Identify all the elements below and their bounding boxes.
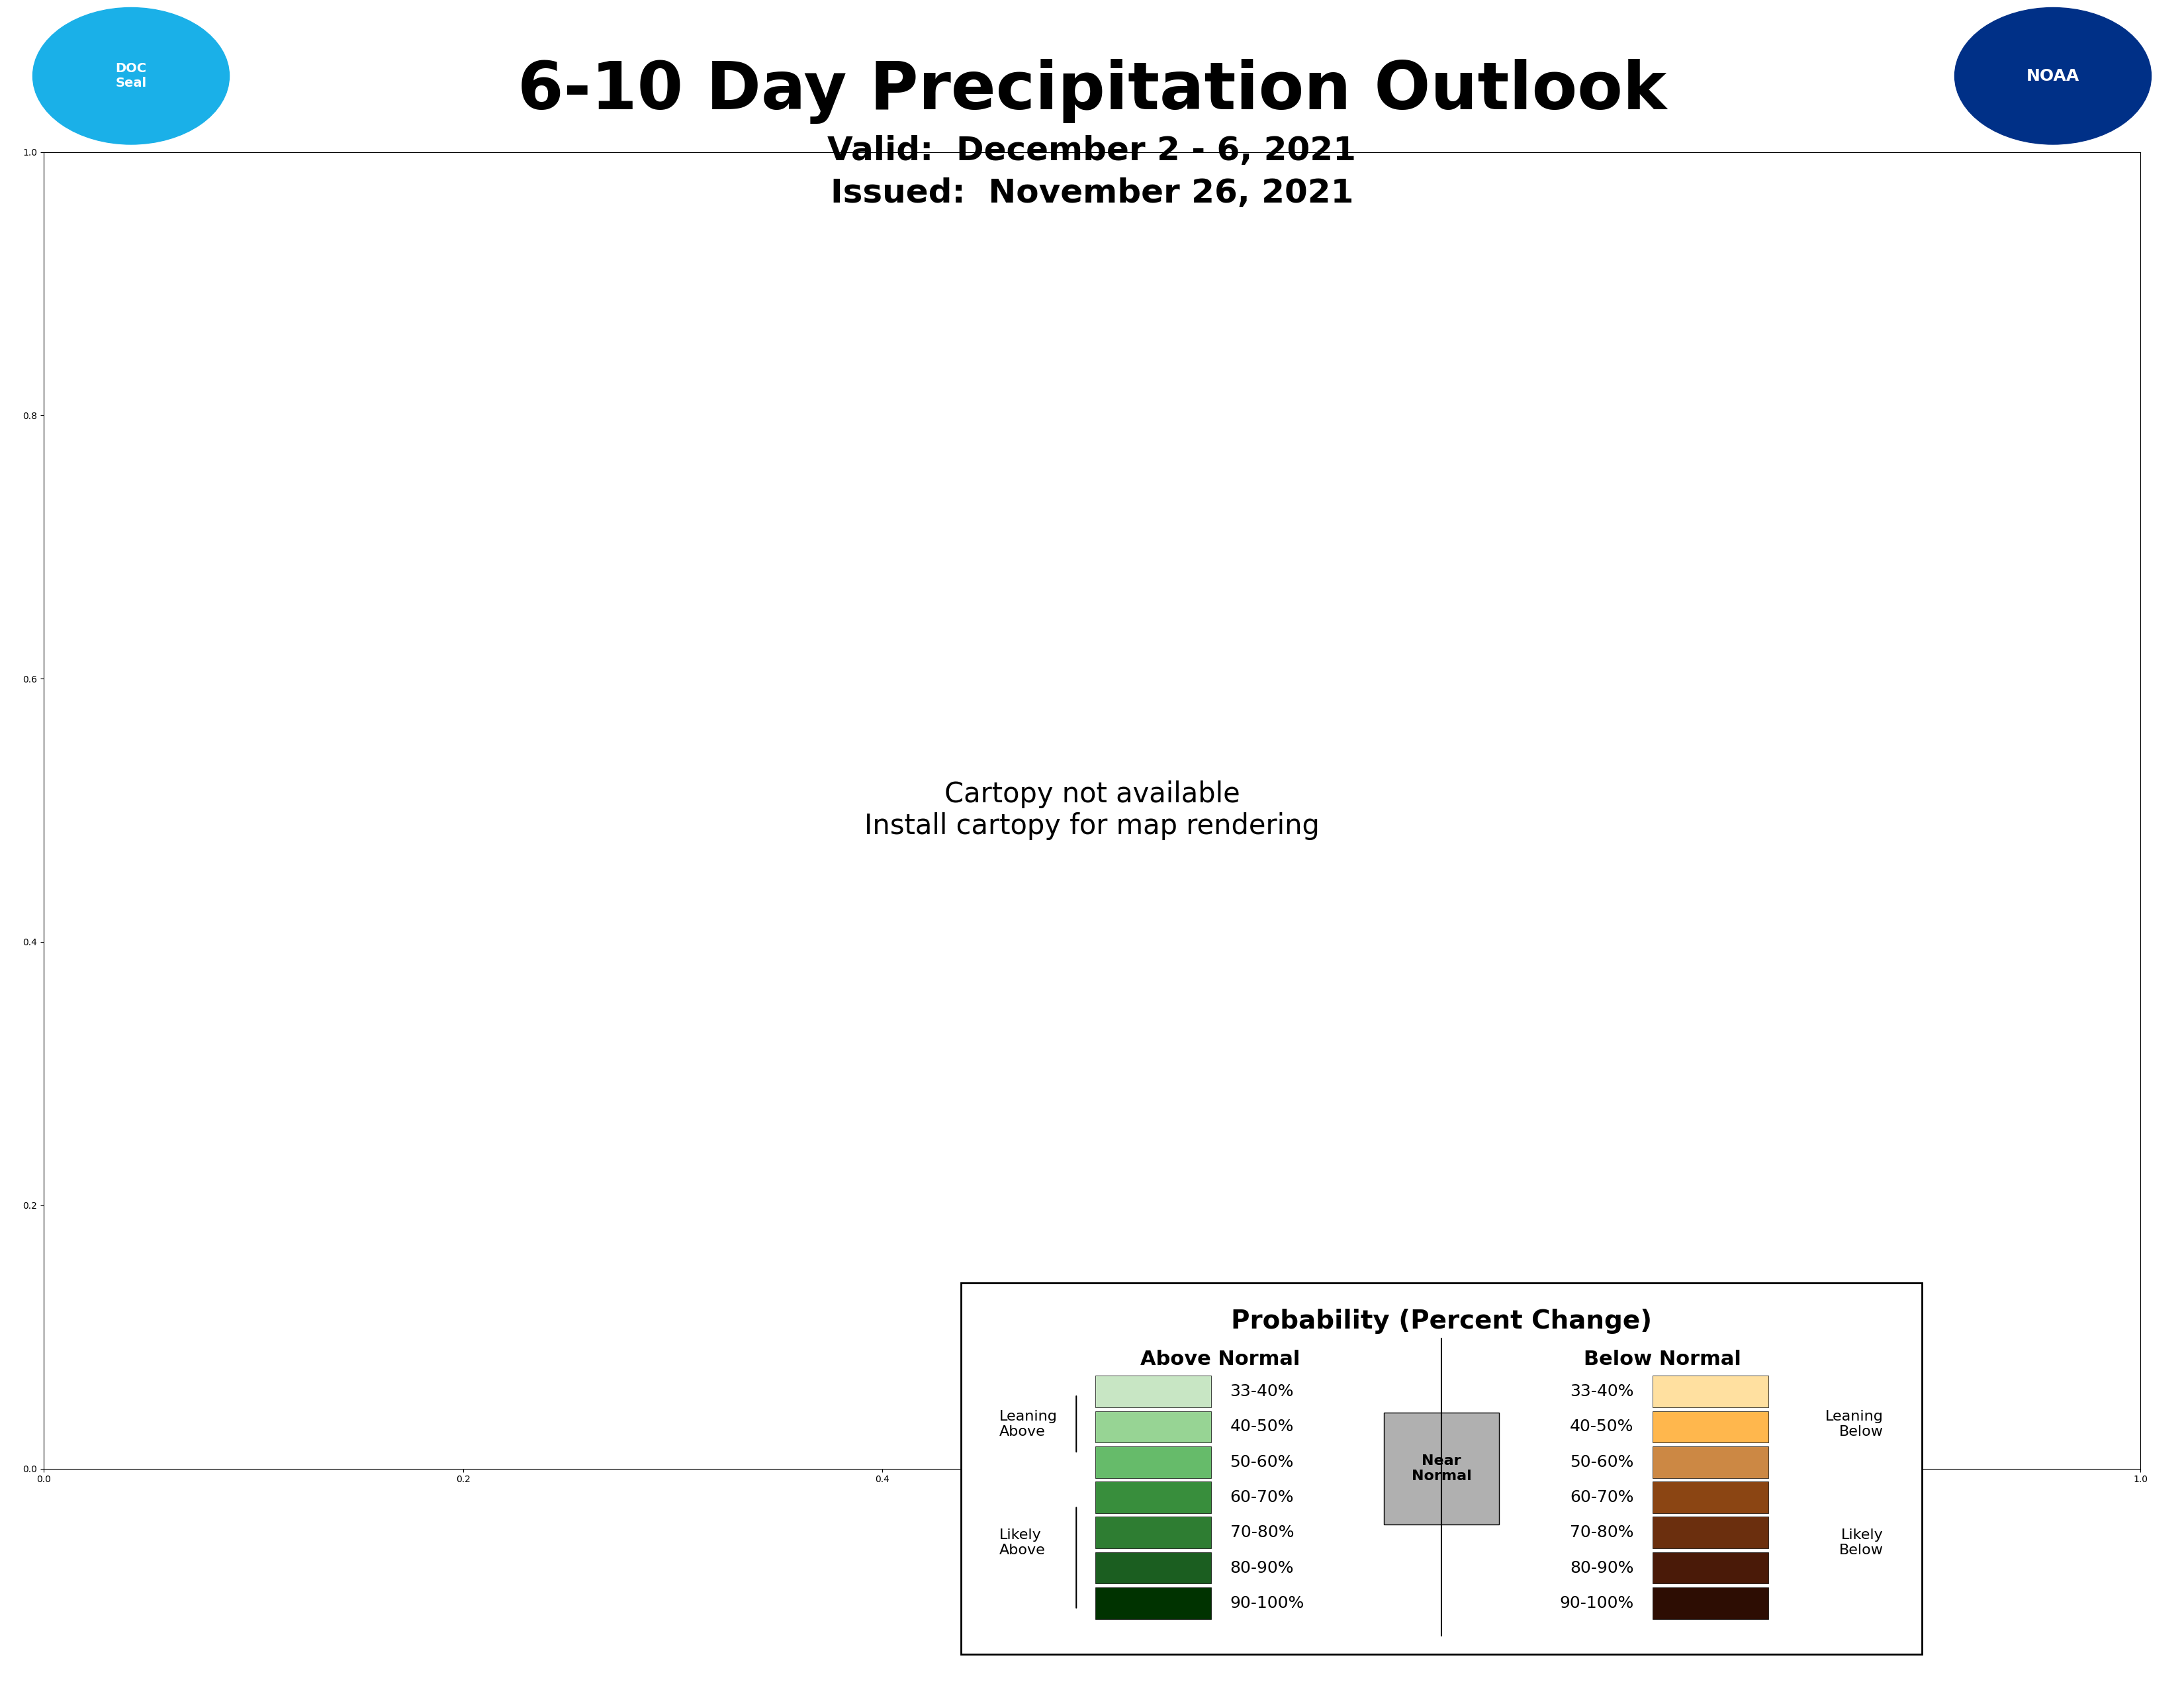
Text: Issued:  November 26, 2021: Issued: November 26, 2021: [830, 177, 1354, 209]
Bar: [1096, 1411, 1210, 1443]
Bar: [1653, 1482, 1769, 1512]
Bar: [1096, 1587, 1210, 1619]
Text: NOAA: NOAA: [2027, 68, 2079, 84]
Text: 33-40%: 33-40%: [1570, 1384, 1634, 1399]
Text: 33-40%: 33-40%: [1230, 1384, 1293, 1399]
Bar: [1653, 1518, 1769, 1548]
Text: Likely
Below: Likely Below: [1839, 1529, 1883, 1556]
Text: Leaning
Above: Leaning Above: [1000, 1409, 1057, 1438]
Bar: [1096, 1376, 1210, 1408]
Circle shape: [33, 8, 229, 145]
Bar: [1096, 1482, 1210, 1512]
Text: Above Normal: Above Normal: [1140, 1350, 1299, 1369]
Text: 50-60%: 50-60%: [1230, 1453, 1293, 1470]
Text: 70-80%: 70-80%: [1230, 1524, 1293, 1541]
Text: 60-70%: 60-70%: [1230, 1489, 1293, 1506]
Text: DOC
Seal: DOC Seal: [116, 62, 146, 89]
Bar: [1385, 1413, 1498, 1524]
Text: Near
Normal: Near Normal: [1411, 1455, 1472, 1482]
Text: 40-50%: 40-50%: [1230, 1420, 1293, 1435]
Text: Likely
Above: Likely Above: [1000, 1529, 1046, 1556]
Text: Probability (Percent Change): Probability (Percent Change): [1232, 1308, 1651, 1334]
Bar: [1653, 1376, 1769, 1408]
Circle shape: [1955, 8, 2151, 145]
Text: Valid:  December 2 - 6, 2021: Valid: December 2 - 6, 2021: [828, 135, 1356, 167]
Bar: [1653, 1447, 1769, 1479]
Text: Cartopy not available
Install cartopy for map rendering: Cartopy not available Install cartopy fo…: [865, 780, 1319, 841]
Text: 80-90%: 80-90%: [1230, 1560, 1293, 1577]
Text: 60-70%: 60-70%: [1570, 1489, 1634, 1506]
Bar: [1653, 1411, 1769, 1443]
Bar: [1096, 1553, 1210, 1583]
Text: Below Normal: Below Normal: [1583, 1350, 1741, 1369]
Text: 40-50%: 40-50%: [1570, 1420, 1634, 1435]
Text: 90-100%: 90-100%: [1559, 1595, 1634, 1610]
Text: 70-80%: 70-80%: [1570, 1524, 1634, 1541]
Text: 90-100%: 90-100%: [1230, 1595, 1304, 1610]
Text: Leaning
Below: Leaning Below: [1826, 1409, 1883, 1438]
Text: 50-60%: 50-60%: [1570, 1453, 1634, 1470]
Bar: [1653, 1553, 1769, 1583]
Bar: [1096, 1447, 1210, 1479]
Bar: [1653, 1587, 1769, 1619]
FancyBboxPatch shape: [961, 1283, 1922, 1654]
Text: 6-10 Day Precipitation Outlook: 6-10 Day Precipitation Outlook: [518, 59, 1666, 123]
Text: 80-90%: 80-90%: [1570, 1560, 1634, 1577]
Bar: [1096, 1518, 1210, 1548]
